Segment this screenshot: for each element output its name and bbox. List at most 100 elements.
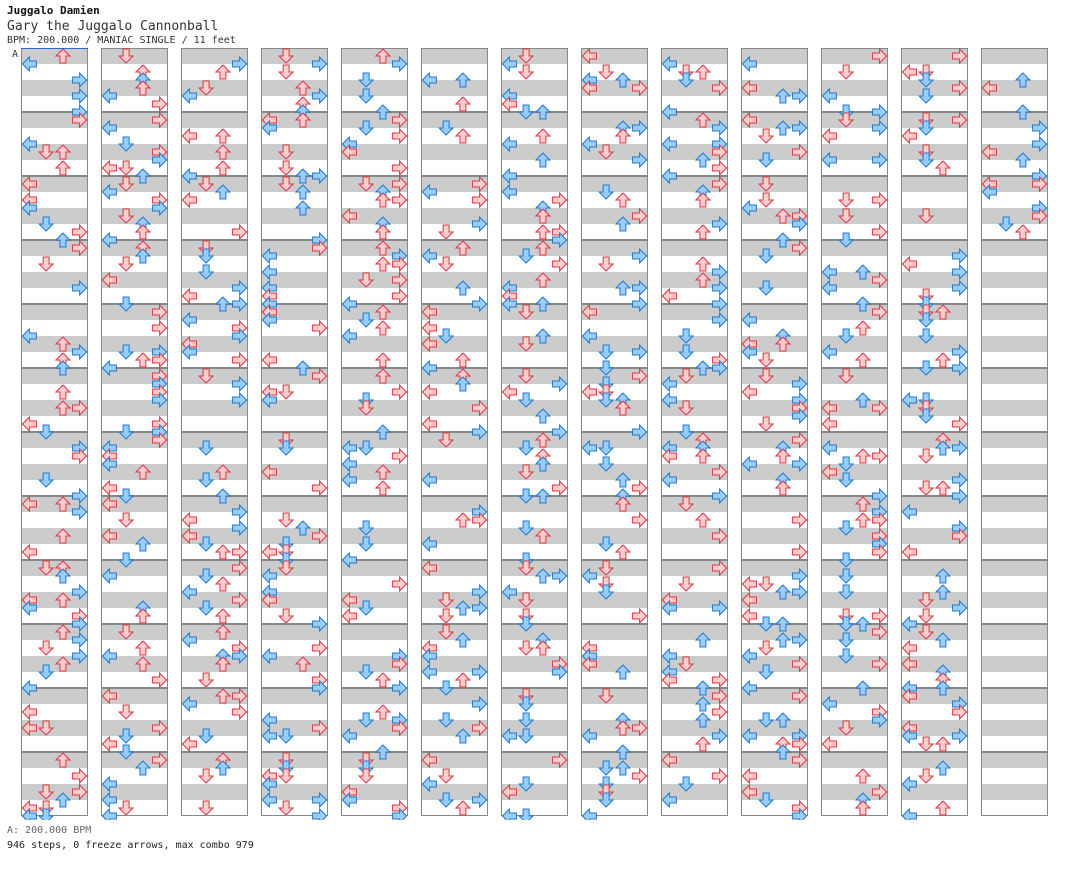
arrow-down-icon — [517, 560, 535, 576]
beat-stripe — [261, 416, 328, 432]
arrow-left-icon — [101, 735, 117, 753]
beat-stripe — [421, 480, 488, 496]
arrow-down-icon — [37, 640, 55, 656]
beat-stripe — [421, 512, 488, 528]
beat-stripe — [181, 128, 248, 144]
beat-stripe — [981, 288, 1048, 304]
arrow-up-icon — [694, 224, 712, 240]
arrow-down-icon — [357, 520, 375, 536]
arrow-left-icon — [581, 47, 597, 65]
arrow-right-icon — [72, 87, 88, 105]
beat-stripe — [341, 272, 408, 288]
arrow-left-icon — [981, 183, 997, 201]
measure-box — [21, 240, 88, 304]
beat-stripe — [981, 704, 1048, 720]
arrow-right-icon — [712, 143, 728, 161]
beat-stripe — [181, 544, 248, 560]
beat-stripe — [821, 656, 888, 672]
arrow-right-icon — [232, 391, 248, 409]
arrow-right-icon — [872, 47, 888, 65]
beat-stripe — [901, 576, 968, 592]
arrow-up-icon — [614, 544, 632, 560]
beat-stripe — [821, 720, 888, 736]
arrow-up-icon — [534, 328, 552, 344]
arrow-left-icon — [341, 439, 357, 457]
beat-stripe — [821, 368, 888, 384]
arrow-left-icon — [661, 391, 677, 409]
beat-stripe — [501, 304, 568, 320]
arrow-down-icon — [677, 400, 695, 416]
measure-box — [181, 752, 248, 816]
beat-stripe — [581, 800, 648, 816]
beat-stripe — [21, 768, 88, 784]
arrow-left-icon — [901, 127, 917, 145]
beat-stripe — [661, 624, 728, 640]
beat-stripe — [341, 640, 408, 656]
arrow-up-icon — [54, 592, 72, 608]
measure-box — [901, 240, 968, 304]
arrow-right-icon — [792, 583, 808, 601]
measure-box — [661, 752, 728, 816]
arrow-down-icon — [357, 768, 375, 784]
beat-stripe — [741, 528, 808, 544]
arrow-right-icon — [72, 223, 88, 241]
beat-stripe — [501, 704, 568, 720]
beat-stripe — [261, 80, 328, 96]
beat-stripe — [901, 160, 968, 176]
beat-stripe — [741, 608, 808, 624]
arrow-right-icon — [312, 719, 328, 737]
measure-box — [21, 624, 88, 688]
beat-stripe — [501, 80, 568, 96]
arrow-down-icon — [517, 304, 535, 320]
measure-box — [501, 240, 568, 304]
arrow-down-icon — [837, 552, 855, 568]
arrow-right-icon — [472, 215, 488, 233]
beat-stripe — [741, 240, 808, 256]
measure-box — [21, 752, 88, 816]
beat-stripe — [21, 272, 88, 288]
beat-stripe — [501, 576, 568, 592]
arrow-down-icon — [757, 616, 775, 632]
arrow-down-icon — [197, 80, 215, 96]
beat-stripe — [261, 432, 328, 448]
arrow-down-icon — [757, 352, 775, 368]
arrow-left-icon — [181, 167, 197, 185]
arrow-down-icon — [37, 256, 55, 272]
arrow-up-icon — [694, 736, 712, 752]
beat-stripe — [181, 224, 248, 240]
beat-stripe — [661, 800, 728, 816]
measure-box — [741, 688, 808, 752]
beat-stripe — [901, 384, 968, 400]
arrow-up-icon — [614, 744, 632, 760]
beat-stripe — [741, 416, 808, 432]
beat-stripe — [101, 352, 168, 368]
beat-stripe — [581, 544, 648, 560]
beat-stripe — [181, 592, 248, 608]
arrow-up-icon — [134, 224, 152, 240]
beat-stripe — [181, 800, 248, 816]
beat-stripe — [341, 48, 408, 64]
beat-stripe — [181, 560, 248, 576]
beat-stripe — [261, 320, 328, 336]
arrow-up-icon — [134, 608, 152, 624]
arrow-up-icon — [534, 152, 552, 168]
beat-stripe — [821, 704, 888, 720]
beat-stripe — [181, 400, 248, 416]
beat-stripe — [741, 720, 808, 736]
beat-stripe — [261, 336, 328, 352]
measure-box — [421, 752, 488, 816]
beat-stripe — [261, 736, 328, 752]
arrow-down-icon — [437, 712, 455, 728]
beat-stripe — [821, 592, 888, 608]
beat-stripe — [421, 304, 488, 320]
beat-stripe — [341, 752, 408, 768]
beat-stripe — [661, 752, 728, 768]
beat-stripe — [901, 448, 968, 464]
beat-stripe — [501, 624, 568, 640]
arrow-down-icon — [837, 112, 855, 128]
arrow-up-icon — [694, 512, 712, 528]
arrow-down-icon — [37, 424, 55, 440]
measure-box — [21, 176, 88, 240]
arrow-up-icon — [54, 400, 72, 416]
arrow-up-icon — [534, 432, 552, 448]
